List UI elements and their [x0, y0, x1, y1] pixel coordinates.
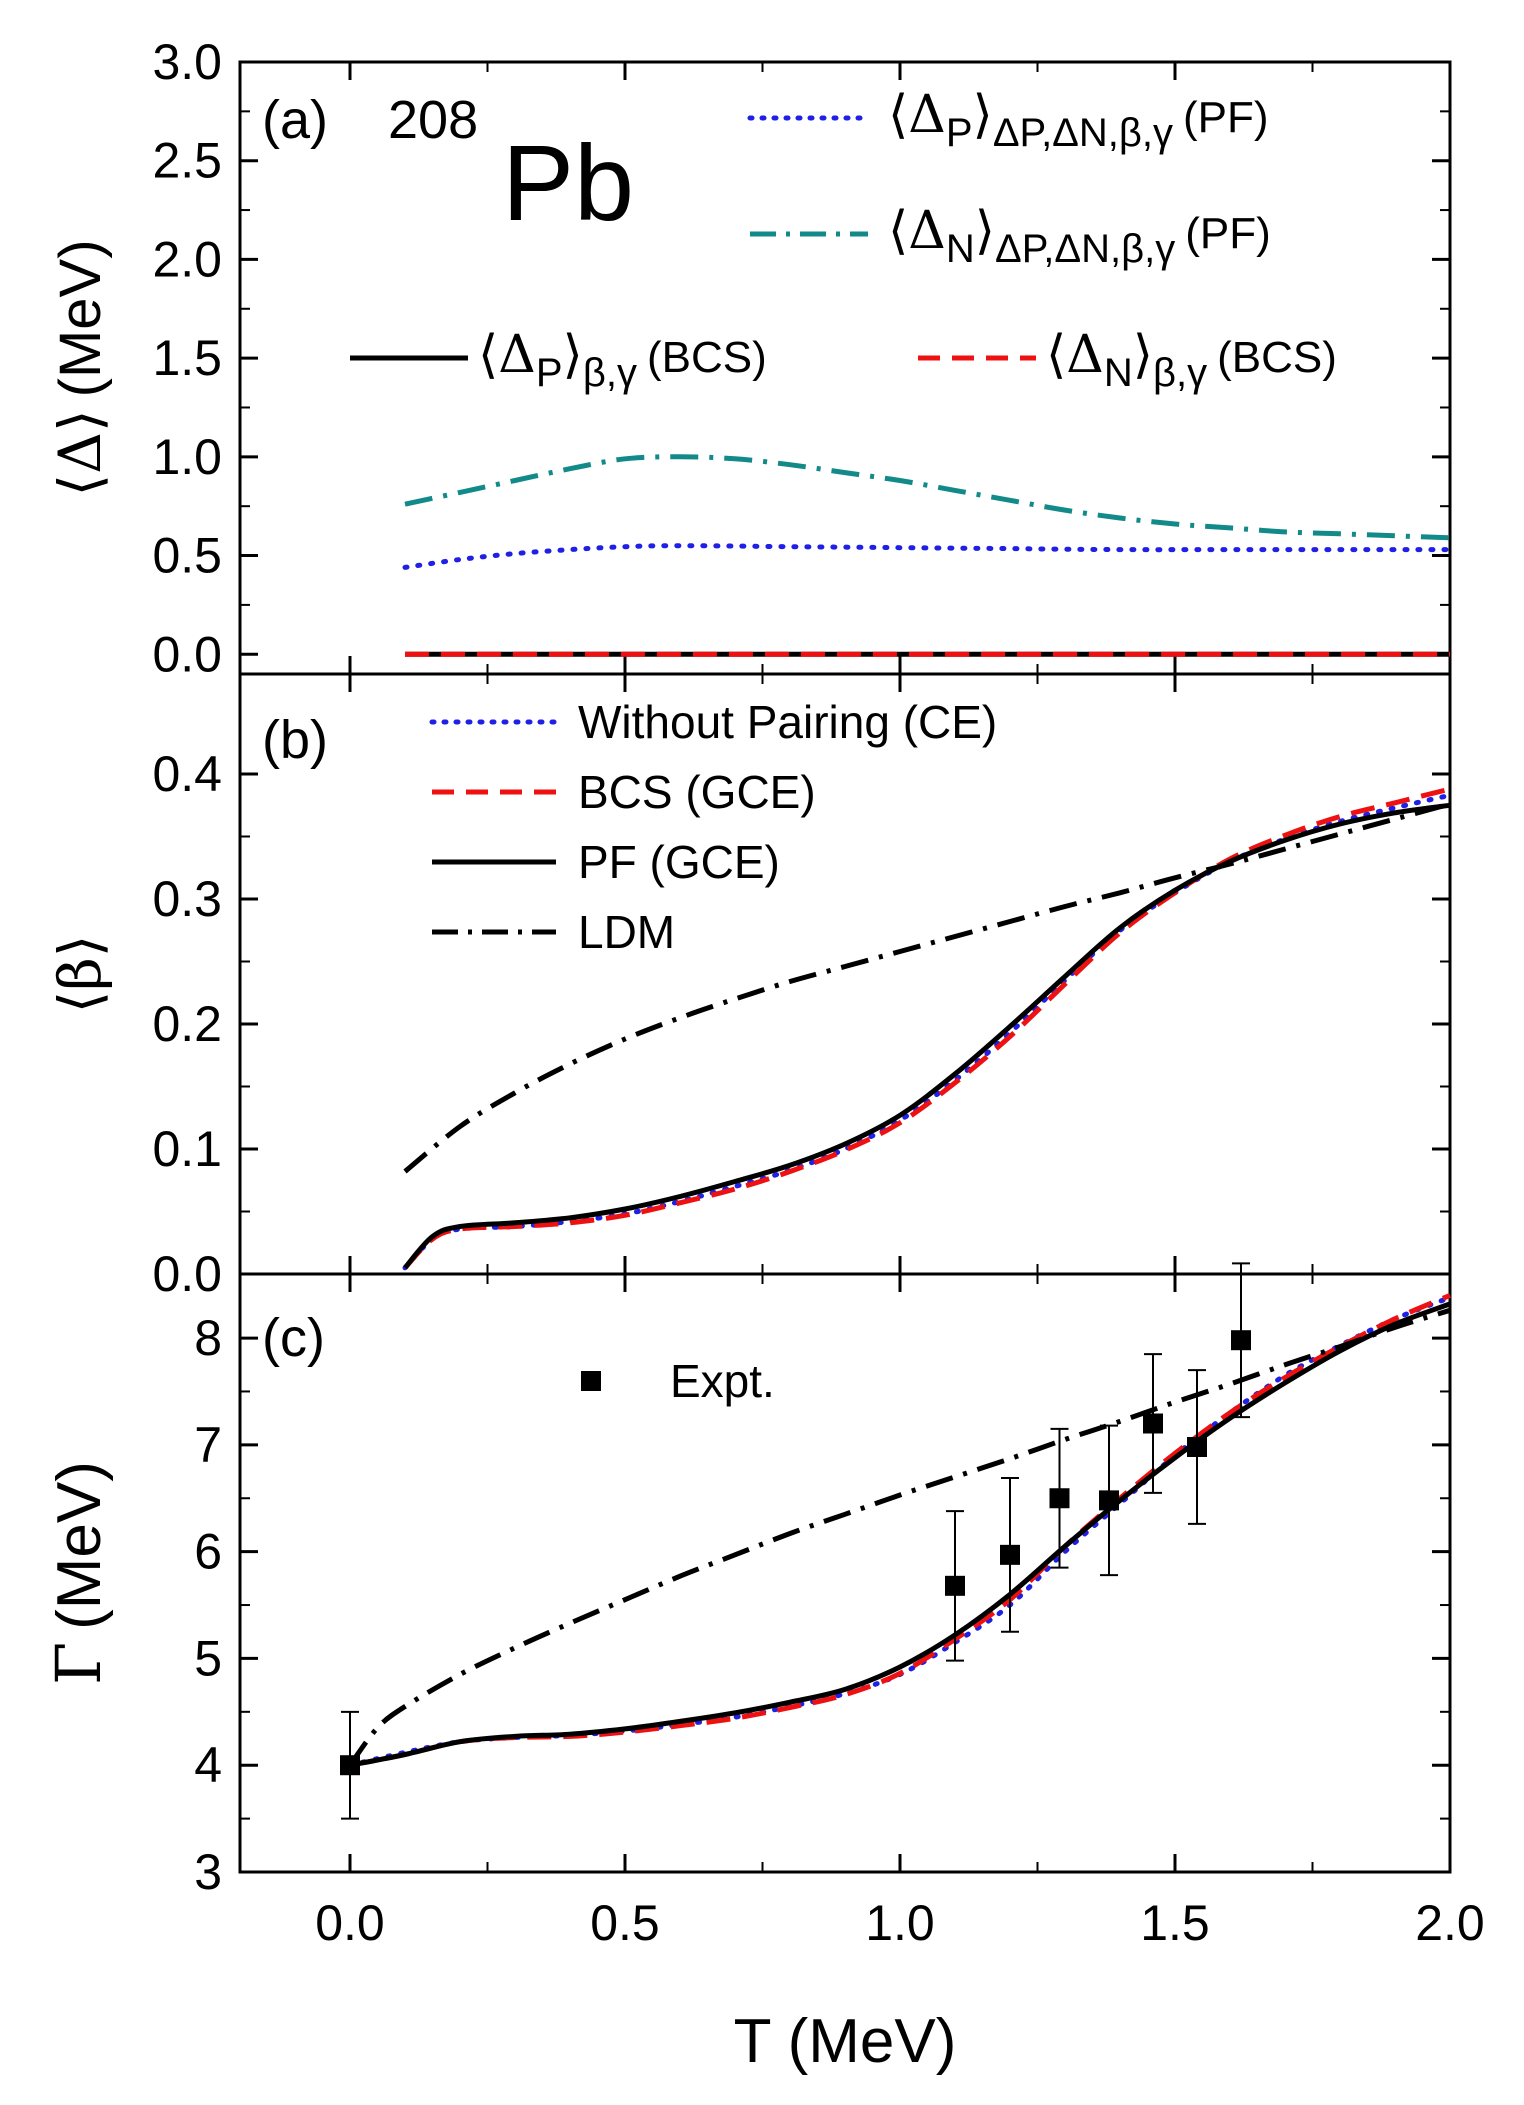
legend-b-without-pairing-label: Without Pairing (CE)	[578, 696, 997, 748]
legend-c-expt-label: Expt.	[670, 1355, 775, 1407]
marker-layer	[340, 1262, 1251, 1820]
expt-data-point	[945, 1575, 965, 1596]
panel-b-series-without-pairing-ce	[402, 792, 1453, 1271]
legend-a-dp-pf-label: ⟨ΔP⟩ΔP,ΔN,β,γ (PF)	[888, 85, 1269, 155]
legend-b-bcs-label: BCS (GCE)	[578, 766, 816, 818]
panel-c-ytick-label: 4	[194, 1737, 222, 1793]
expt-data-point	[1049, 1488, 1070, 1509]
x-tick-label: 2.0	[1415, 1895, 1485, 1951]
panel-c-series-pf-gce	[349, 1301, 1451, 1768]
panel-c-ytick-label: 8	[194, 1310, 222, 1366]
panel-c-series-without-pairing-ce	[347, 1295, 1453, 1768]
panel-a-ytick-label: 2.5	[152, 133, 222, 189]
panel-a-series-n-p-n-pf	[404, 454, 1451, 541]
x-tick-label: 1.0	[865, 1895, 935, 1951]
legend-c-expt-marker	[581, 1371, 601, 1391]
panel-b-ytick-label: 0.2	[152, 996, 222, 1052]
legend-a-dp-bcs-close: ⟩	[563, 325, 583, 385]
panel-b-label: (b)	[262, 710, 328, 770]
panel-a-ytick-label: 2.0	[152, 231, 222, 287]
panel-b-series-ldm	[403, 801, 1451, 1174]
legend-a-dn-pf-sub1: N	[946, 227, 975, 271]
tick-layer: 0.0 0.5 1.0 1.5 2.0 2.5 3.0 0.0 0.1 0.2 0.3 0.4 3 4 5 6…	[152, 34, 1484, 1951]
legend-a-dn-bcs-sub2: β,γ	[1153, 351, 1207, 395]
panel-b-series-pf-gce	[403, 802, 1451, 1270]
panel-c-ytick-label: 6	[194, 1524, 222, 1580]
panel-c-frame	[238, 1272, 1452, 1874]
x-axis-label: T (MeV)	[734, 2007, 957, 2076]
legend-a-dn-pf-main: ⟨Δ	[888, 201, 946, 261]
legend-a-dp-pf-sub1: P	[946, 111, 973, 155]
panel-c-ylabel-symbol: Γ	[42, 1642, 115, 1685]
panel-c-ytick-label: 3	[194, 1844, 222, 1900]
panel-c-ylabel: Γ (MeV)	[42, 1461, 115, 1685]
expt-data-point	[340, 1755, 360, 1776]
legend-a-dp-bcs-sub1: P	[536, 351, 563, 395]
nucleus-mass-number: 208	[388, 90, 478, 150]
legend-a-dn-bcs-main: ⟨Δ	[1046, 325, 1104, 385]
panel-a-ytick-label: 1.5	[152, 330, 222, 386]
panel-b-ytick-label: 0.0	[152, 1246, 222, 1302]
panel-a-ytick-label: 0.0	[152, 626, 222, 682]
legend-a-dn-bcs-sub1: N	[1104, 351, 1133, 395]
expt-data-point	[1187, 1436, 1207, 1457]
panel-c-label: (c)	[262, 1308, 325, 1368]
legend-a-dn-bcs-close: ⟩	[1133, 325, 1153, 385]
legend-b-pf-label: PF (GCE)	[578, 836, 780, 888]
legend-a-dn-pf-close: ⟩	[975, 201, 995, 261]
legend-a-dp-pf-main: ⟨Δ	[888, 85, 946, 145]
panel-b-legend: Without Pairing (CE) BCS (GCE) PF (GCE) …	[429, 696, 997, 958]
panel-a-series-p-p-n-pf	[402, 543, 1453, 570]
legend-a-dp-bcs-tag: (BCS)	[647, 333, 767, 382]
expt-data-point	[1143, 1413, 1163, 1434]
panel-a-ytick-label: 1.0	[152, 429, 222, 485]
panel-c-series-ldm	[347, 1307, 1451, 1767]
panel-a-ylabel-unit: (MeV)	[48, 239, 113, 397]
panel-a-ytick-label: 0.5	[152, 528, 222, 584]
legend-a-dn-pf-label: ⟨ΔN⟩ΔP,ΔN,β,γ (PF)	[888, 201, 1271, 271]
panel-b-series-bcs-gce	[403, 786, 1451, 1270]
legend-a-dn-pf-tag: (PF)	[1185, 209, 1271, 258]
legend-a-dp-pf-tag: (PF)	[1183, 93, 1269, 142]
x-tick-label: 1.5	[1140, 1895, 1210, 1951]
panel-a-legend: ⟨ΔP⟩ΔP,ΔN,β,γ (PF) ⟨ΔN⟩ΔP,ΔN,β,γ (PF) ⟨ΔP⟩…	[350, 85, 1337, 395]
expt-data-point	[1000, 1544, 1020, 1565]
panel-a-ylabel: ⟨Δ⟩ (MeV)	[46, 239, 114, 496]
legend-a-dp-bcs-main: ⟨Δ	[478, 325, 536, 385]
legend-a-dp-bcs-sub2: β,γ	[583, 351, 637, 395]
expt-data-point	[1231, 1330, 1251, 1351]
panel-b-ylabel: ⟨β⟩	[46, 935, 114, 1014]
legend-a-dp-pf-close: ⟩	[973, 85, 993, 145]
panel-a-ytick-label: 3.0	[152, 34, 222, 90]
legend-a-dn-pf-sub2: ΔP,ΔN,β,γ	[995, 227, 1175, 271]
panel-c-legend: Expt.	[581, 1355, 775, 1407]
panel-a-label: (a)	[262, 90, 328, 150]
legend-a-dp-bcs-label: ⟨ΔP⟩β,γ (BCS)	[478, 325, 767, 395]
legend-a-dp-pf-sub2: ΔP,ΔN,β,γ	[993, 111, 1173, 155]
legend-b-ldm-label: LDM	[578, 906, 675, 958]
panel-c-ytick-label: 5	[194, 1630, 222, 1686]
legend-a-dn-bcs-tag: (BCS)	[1217, 333, 1337, 382]
panel-b-ytick-label: 0.1	[152, 1121, 222, 1177]
curve-layer	[347, 454, 1453, 1768]
panel-b-frame	[238, 672, 1452, 1276]
nucleus-symbol: Pb	[502, 122, 634, 243]
panel-b-ytick-label: 0.4	[152, 746, 222, 802]
panel-a-ylabel-symbol: ⟨Δ⟩	[46, 409, 114, 496]
x-tick-label: 0.0	[315, 1895, 385, 1951]
x-tick-label: 0.5	[590, 1895, 660, 1951]
legend-a-dn-bcs-label: ⟨ΔN⟩β,γ (BCS)	[1046, 325, 1337, 395]
expt-data-point	[1099, 1490, 1119, 1511]
panel-b-ytick-label: 0.3	[152, 871, 222, 927]
panel-c-ytick-label: 7	[194, 1417, 222, 1473]
panel-c-ylabel-unit: (MeV)	[45, 1461, 114, 1630]
